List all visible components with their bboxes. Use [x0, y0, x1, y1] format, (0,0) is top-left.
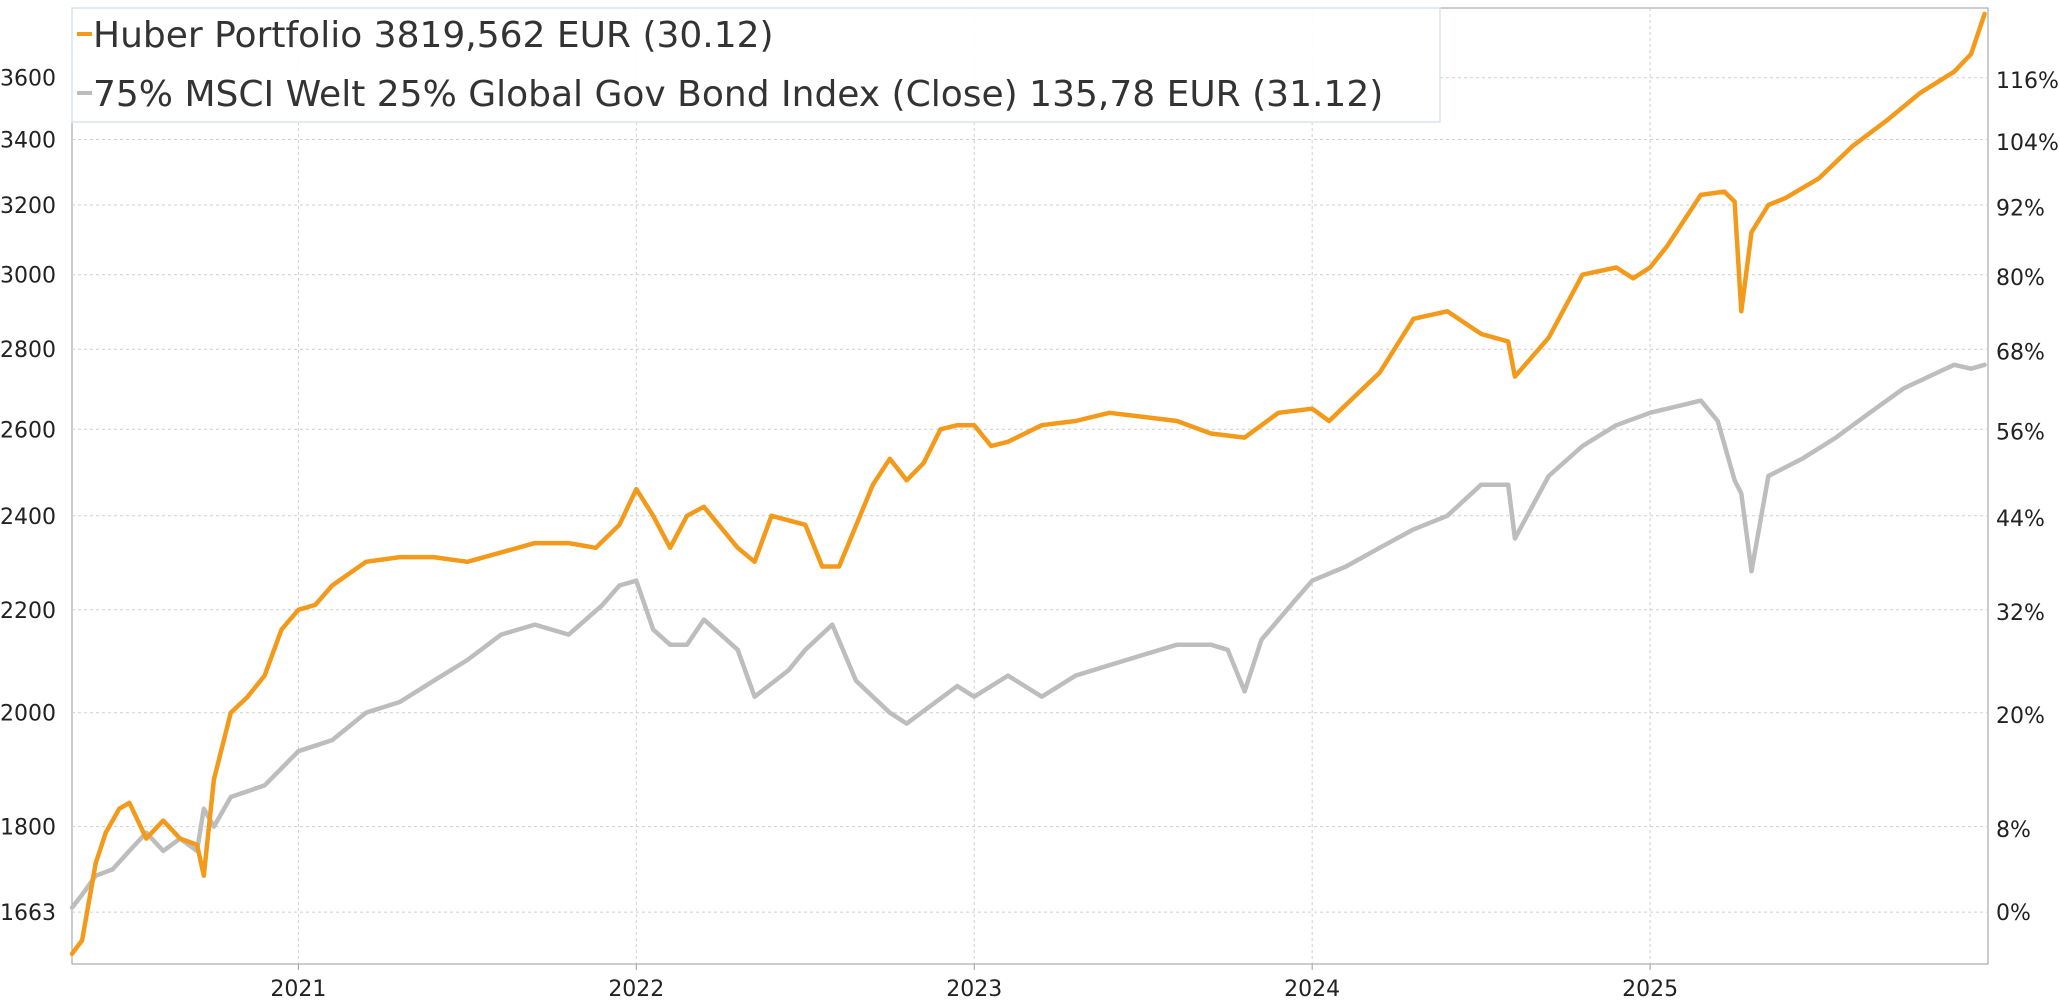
- series-line: [69, 11, 1987, 957]
- y-left-tick-label: 2600: [0, 418, 56, 443]
- y-left-tick-label: 2200: [0, 599, 56, 624]
- y-left-tick-label: 1663: [0, 901, 56, 926]
- x-tick-label: 2024: [1284, 977, 1340, 1002]
- y-right-tick-label: 0%: [1996, 901, 2031, 926]
- y-left-tick-label: 2400: [0, 505, 56, 530]
- series-line: [69, 362, 1987, 910]
- x-tick-label: 2021: [270, 977, 326, 1002]
- y-right-tick-label: 8%: [1996, 818, 2031, 843]
- y-right-tick-label: 104%: [1996, 131, 2059, 156]
- x-tick-label: 2023: [946, 977, 1002, 1002]
- y-right-tick-label: 20%: [1996, 704, 2045, 729]
- gridlines: [72, 8, 1988, 964]
- y-right-tick-label: 56%: [1996, 421, 2045, 446]
- y-left-tick-label: 1800: [0, 816, 56, 841]
- y-right-tick-label: 68%: [1996, 341, 2045, 366]
- legend-label-huber-portfolio: Huber Portfolio 3819,562 EUR (30.12): [93, 15, 774, 56]
- legend-box: [71, 7, 1441, 123]
- y-left-tick-label: 3200: [0, 194, 56, 219]
- y-left-tick-label: 2800: [0, 338, 56, 363]
- y-left-tick-label: 3000: [0, 264, 56, 289]
- y-right-tick-label: 80%: [1996, 266, 2045, 291]
- axis-ticks: 1663 1800 2000 2200 2400 2600 2800 3000 3200 3400…: [0, 67, 2059, 1002]
- plot-area: [71, 7, 1989, 965]
- legend: Huber Portfolio 3819,562 EUR (30.12) 75%…: [71, 7, 1441, 123]
- y-right-tick-label: 92%: [1996, 196, 2045, 221]
- y-left-tick-label: 3600: [0, 67, 56, 92]
- y-right-tick-label: 44%: [1996, 507, 2045, 532]
- x-tick-label: 2022: [608, 977, 664, 1002]
- y-left-tick-label: 3400: [0, 128, 56, 153]
- legend-label-benchmark: 75% MSCI Welt 25% Global Gov Bond Index …: [93, 74, 1383, 115]
- y-left-tick-label: 2000: [0, 702, 56, 727]
- y-right-tick-label: 116%: [1996, 69, 2059, 94]
- x-tick-label: 2025: [1622, 977, 1678, 1002]
- y-right-tick-label: 32%: [1996, 601, 2045, 626]
- series-lines: [69, 11, 1987, 957]
